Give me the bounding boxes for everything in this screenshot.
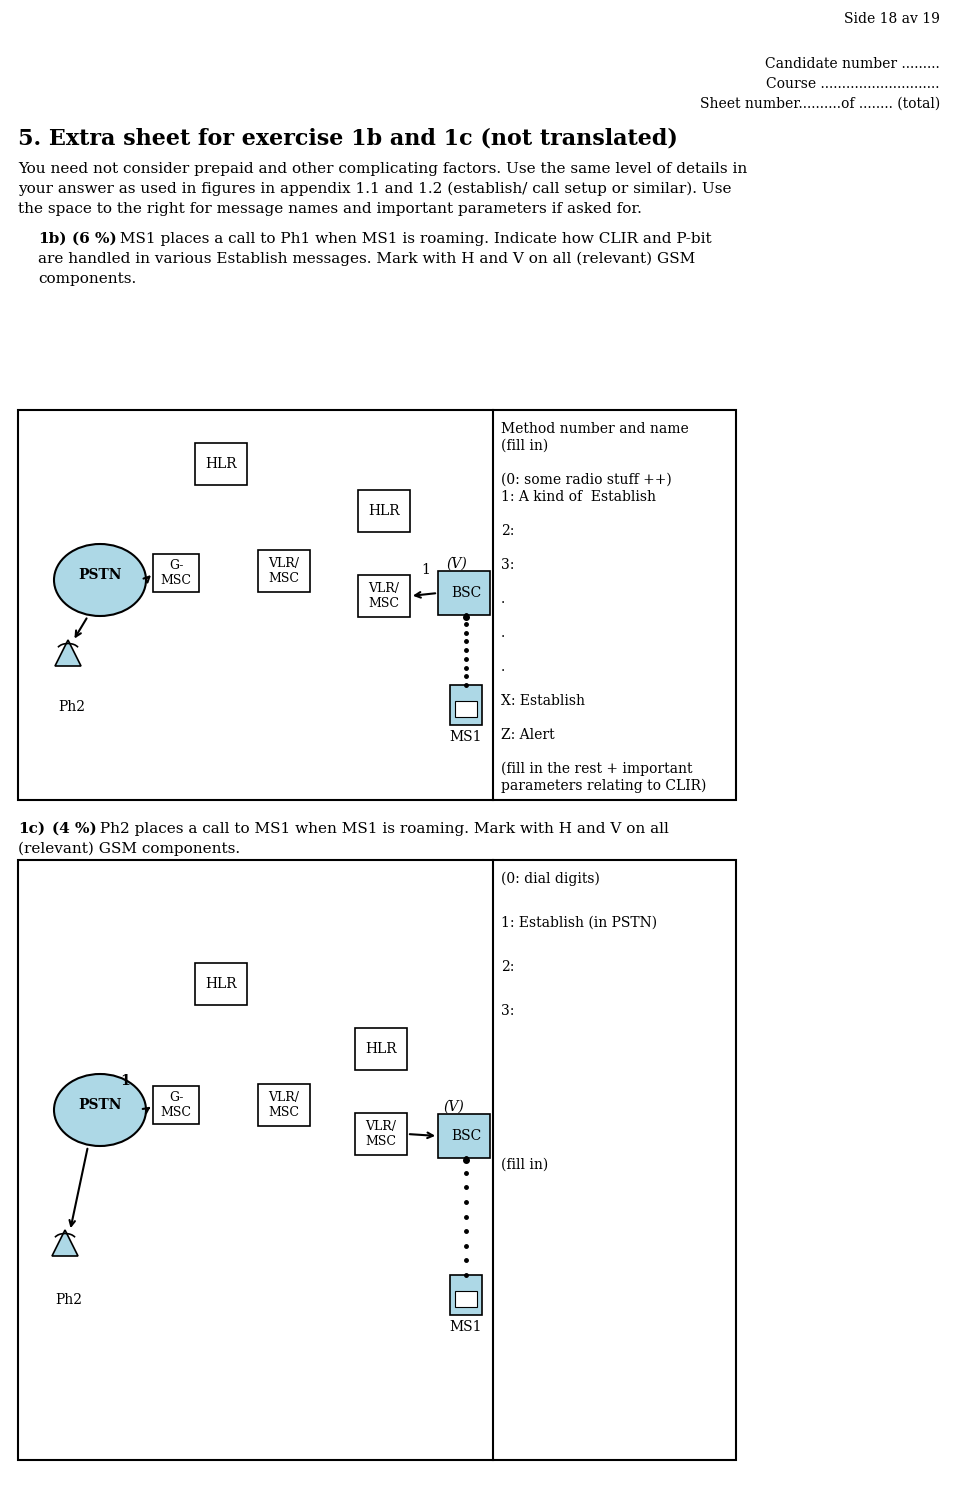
- Bar: [355, 1028, 407, 1071]
- Polygon shape: [52, 1230, 78, 1257]
- Text: (4 %): (4 %): [52, 822, 97, 836]
- Bar: [450, 1274, 482, 1315]
- Text: Ph2: Ph2: [55, 1294, 82, 1307]
- Text: PSTN: PSTN: [79, 1097, 122, 1112]
- Text: (fill in): (fill in): [501, 439, 548, 454]
- Ellipse shape: [54, 544, 146, 616]
- Text: (V): (V): [443, 1100, 464, 1114]
- Text: MS1: MS1: [449, 730, 482, 744]
- Text: X: Establish: X: Establish: [501, 694, 585, 708]
- Text: (relevant) GSM components.: (relevant) GSM components.: [18, 842, 240, 857]
- Text: Course ............................: Course ............................: [766, 77, 940, 91]
- Text: PSTN: PSTN: [79, 568, 122, 581]
- Bar: [355, 1112, 407, 1155]
- Text: 1: Establish (in PSTN): 1: Establish (in PSTN): [501, 916, 658, 929]
- Bar: [18, 410, 736, 800]
- Text: (V): (V): [446, 558, 467, 571]
- Bar: [455, 1291, 477, 1307]
- Text: Sheet number..........of ........ (total): Sheet number..........of ........ (total…: [700, 97, 940, 112]
- Text: (0: dial digits): (0: dial digits): [501, 871, 600, 886]
- Bar: [18, 859, 736, 1460]
- Text: Z: Alert: Z: Alert: [501, 729, 555, 742]
- Text: BSC: BSC: [451, 586, 481, 599]
- Text: (fill in): (fill in): [501, 1158, 548, 1172]
- Text: 1b): 1b): [38, 232, 66, 245]
- Text: G-
MSC: G- MSC: [160, 1091, 191, 1120]
- Text: VLR/
MSC: VLR/ MSC: [369, 581, 399, 610]
- Text: MS1 places a call to Ph1 when MS1 is roaming. Indicate how CLIR and P-bit: MS1 places a call to Ph1 when MS1 is roa…: [115, 232, 711, 245]
- Text: your answer as used in figures in appendix 1.1 and 1.2 (establish/ call setup or: your answer as used in figures in append…: [18, 181, 732, 196]
- Text: Method number and name: Method number and name: [501, 422, 688, 436]
- Text: HLR: HLR: [205, 977, 237, 990]
- Text: Ph2: Ph2: [58, 700, 85, 714]
- Text: 2:: 2:: [501, 523, 515, 538]
- Text: 2:: 2:: [501, 961, 515, 974]
- Text: the space to the right for message names and important parameters if asked for.: the space to the right for message names…: [18, 202, 642, 216]
- Bar: [450, 686, 482, 726]
- Text: 1: 1: [421, 564, 430, 577]
- Bar: [153, 1086, 199, 1124]
- Text: parameters relating to CLIR): parameters relating to CLIR): [501, 779, 707, 794]
- Text: (fill in the rest + important: (fill in the rest + important: [501, 761, 692, 776]
- Ellipse shape: [54, 1074, 146, 1146]
- Text: .: .: [501, 626, 505, 639]
- Text: 1: A kind of  Establish: 1: A kind of Establish: [501, 491, 656, 504]
- Text: G-
MSC: G- MSC: [160, 559, 191, 587]
- Text: Side 18 av 19: Side 18 av 19: [844, 12, 940, 25]
- Text: You need not consider prepaid and other complicating factors. Use the same level: You need not consider prepaid and other …: [18, 162, 747, 175]
- Text: are handled in various Establish messages. Mark with H and V on all (relevant) G: are handled in various Establish message…: [38, 251, 695, 266]
- Text: 5. Extra sheet for exercise 1b and 1c (not translated): 5. Extra sheet for exercise 1b and 1c (n…: [18, 126, 678, 149]
- Text: .: .: [501, 660, 505, 674]
- Text: 1c): 1c): [18, 822, 45, 836]
- Text: (0: some radio stuff ++): (0: some radio stuff ++): [501, 473, 672, 488]
- Bar: [195, 964, 247, 1005]
- Bar: [358, 491, 410, 532]
- Text: VLR/
MSC: VLR/ MSC: [269, 558, 300, 584]
- Polygon shape: [55, 639, 81, 666]
- Text: BSC: BSC: [451, 1129, 481, 1144]
- Text: HLR: HLR: [369, 504, 399, 517]
- Bar: [358, 575, 410, 617]
- Text: HLR: HLR: [365, 1042, 396, 1056]
- Text: MS1: MS1: [449, 1320, 482, 1334]
- Bar: [258, 1084, 310, 1126]
- Bar: [438, 571, 490, 616]
- Text: (6 %): (6 %): [72, 232, 117, 245]
- Text: HLR: HLR: [205, 457, 237, 471]
- Text: Candidate number .........: Candidate number .........: [765, 57, 940, 71]
- Bar: [195, 443, 247, 485]
- Bar: [153, 555, 199, 592]
- Text: 1: 1: [120, 1074, 130, 1088]
- Text: .: .: [501, 592, 505, 607]
- Text: components.: components.: [38, 272, 136, 286]
- Text: VLR/
MSC: VLR/ MSC: [366, 1120, 396, 1148]
- Text: 3:: 3:: [501, 1004, 515, 1019]
- Text: Ph2 places a call to MS1 when MS1 is roaming. Mark with H and V on all: Ph2 places a call to MS1 when MS1 is roa…: [95, 822, 669, 836]
- Bar: [258, 550, 310, 592]
- Text: 3:: 3:: [501, 558, 515, 572]
- Text: VLR/
MSC: VLR/ MSC: [269, 1091, 300, 1120]
- Bar: [438, 1114, 490, 1158]
- Bar: [455, 700, 477, 717]
